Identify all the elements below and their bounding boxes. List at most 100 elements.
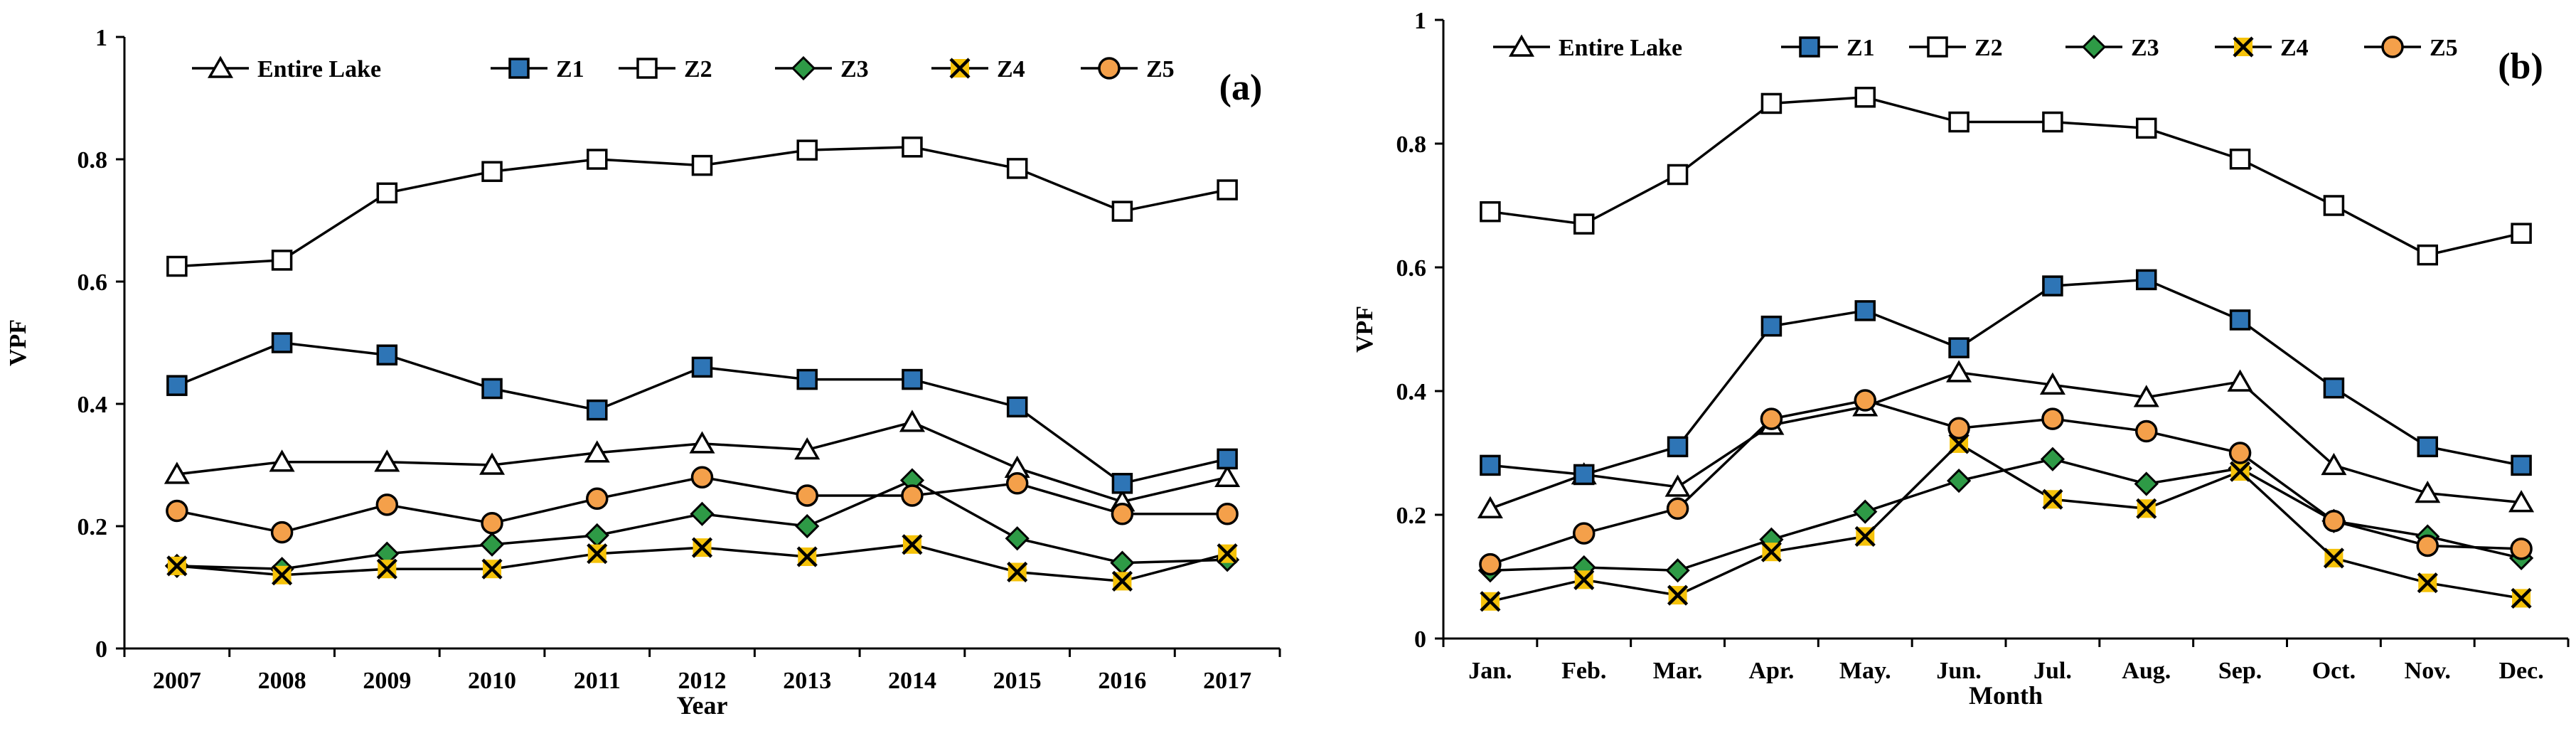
series-line [1490, 457, 2522, 572]
data-point [2228, 442, 2252, 464]
data-point [2510, 538, 2533, 560]
data-point [2417, 244, 2438, 266]
data-point [164, 461, 190, 484]
panel-label: (b) [2498, 46, 2543, 87]
data-point [1667, 584, 1689, 606]
data-point [1007, 561, 1028, 583]
data-point [272, 565, 293, 586]
data-point [794, 437, 821, 460]
data-point [2229, 149, 2251, 170]
data-point [1854, 525, 1876, 548]
legend-label: Z3 [2131, 35, 2159, 61]
y-tick-label: 0 [95, 636, 107, 663]
data-point [1760, 407, 1783, 430]
data-point [796, 368, 818, 390]
legend-marker [2081, 34, 2107, 60]
data-point [2136, 117, 2157, 139]
legend-item: Z4 [2215, 35, 2309, 61]
data-point [1573, 464, 1595, 486]
x-tick-label: Nov. [2405, 658, 2451, 684]
y-tick-label: 0.4 [78, 392, 108, 418]
data-point [1111, 570, 1133, 592]
data-point [1216, 503, 1239, 525]
data-point [1005, 472, 1029, 495]
legend-marker [791, 55, 816, 81]
y-tick-label: 0.6 [78, 269, 108, 296]
series-line [1490, 399, 2522, 566]
x-tick-label: Jun. [1936, 658, 1981, 684]
data-point [2321, 452, 2347, 476]
data-point [1573, 522, 1596, 545]
series-z4 [1480, 433, 2532, 612]
data-point [902, 534, 923, 555]
series-z3 [1477, 447, 2534, 583]
legend-label: Z1 [1847, 35, 1875, 61]
data-point [376, 344, 398, 365]
legend-label: Entire Lake [257, 56, 381, 82]
data-point [2229, 461, 2251, 482]
data-point [1667, 436, 1689, 458]
data-point [584, 440, 610, 463]
data-point [796, 484, 818, 507]
data-point [901, 484, 924, 507]
data-point [2322, 509, 2346, 533]
legend-marker [1927, 36, 1948, 58]
x-tick-label: Dec. [2498, 658, 2543, 684]
legend-marker [949, 58, 971, 79]
data-point [1111, 503, 1134, 525]
x-tick-label: 2008 [258, 668, 306, 694]
data-point [689, 431, 715, 454]
data-point [1110, 550, 1135, 575]
legend-item: Z5 [2364, 35, 2458, 61]
data-point [1006, 396, 1028, 418]
data-point [2136, 498, 2157, 519]
data-point [902, 137, 923, 158]
data-point [2508, 490, 2535, 513]
data-point [2416, 534, 2439, 557]
x-tick-label: 2007 [153, 668, 201, 694]
series-z4 [166, 534, 1238, 592]
data-point [795, 513, 820, 539]
data-point [2511, 454, 2532, 476]
data-point [690, 501, 715, 526]
x-tick-label: Oct. [2312, 658, 2356, 684]
data-point [2133, 385, 2159, 407]
data-point [1479, 552, 1502, 576]
data-point [166, 375, 188, 396]
data-point [2511, 587, 2532, 609]
data-point [2323, 195, 2345, 216]
legend-item: Z1 [1781, 35, 1875, 61]
y-tick-label: 1 [1414, 8, 1426, 34]
series-z5 [1479, 389, 2533, 576]
legend-marker [1799, 36, 1820, 58]
legend: Entire Lake Z1 Z2 Z3 Z4 Z5 [1493, 34, 2458, 61]
data-point [1665, 558, 1690, 583]
data-point [1760, 315, 1783, 337]
data-point [1664, 474, 1691, 497]
legend-item: Z4 [931, 56, 1025, 82]
legend-label: Entire Lake [1559, 35, 1682, 61]
legend-marker [508, 58, 530, 79]
data-point [2134, 471, 2159, 496]
x-tick-label: 2016 [1098, 668, 1146, 694]
legend-item: Z2 [1909, 35, 2003, 61]
x-tick-label: 2011 [574, 668, 621, 694]
data-point [2511, 223, 2532, 244]
data-point [2323, 377, 2345, 399]
data-point [1947, 417, 1970, 439]
x-axis-title: Month [1969, 681, 2043, 710]
legend-label: Z4 [2280, 35, 2309, 61]
data-point [1667, 164, 1689, 186]
legend-marker [2381, 36, 2404, 58]
data-point [691, 356, 713, 378]
x-tick-label: 2013 [783, 668, 831, 694]
data-point [479, 452, 506, 475]
data-point [479, 532, 505, 557]
data-point [1854, 389, 1876, 412]
chart-panel-a: 0 0.2 0.4 0.6 0.8 1 2007 2008 2009 2010 2011 2012 20… [5, 25, 1281, 720]
y-tick-label: 0.6 [1396, 255, 1427, 282]
legend-marker [636, 58, 658, 79]
data-point [1948, 111, 1970, 133]
data-point [1854, 87, 1876, 108]
